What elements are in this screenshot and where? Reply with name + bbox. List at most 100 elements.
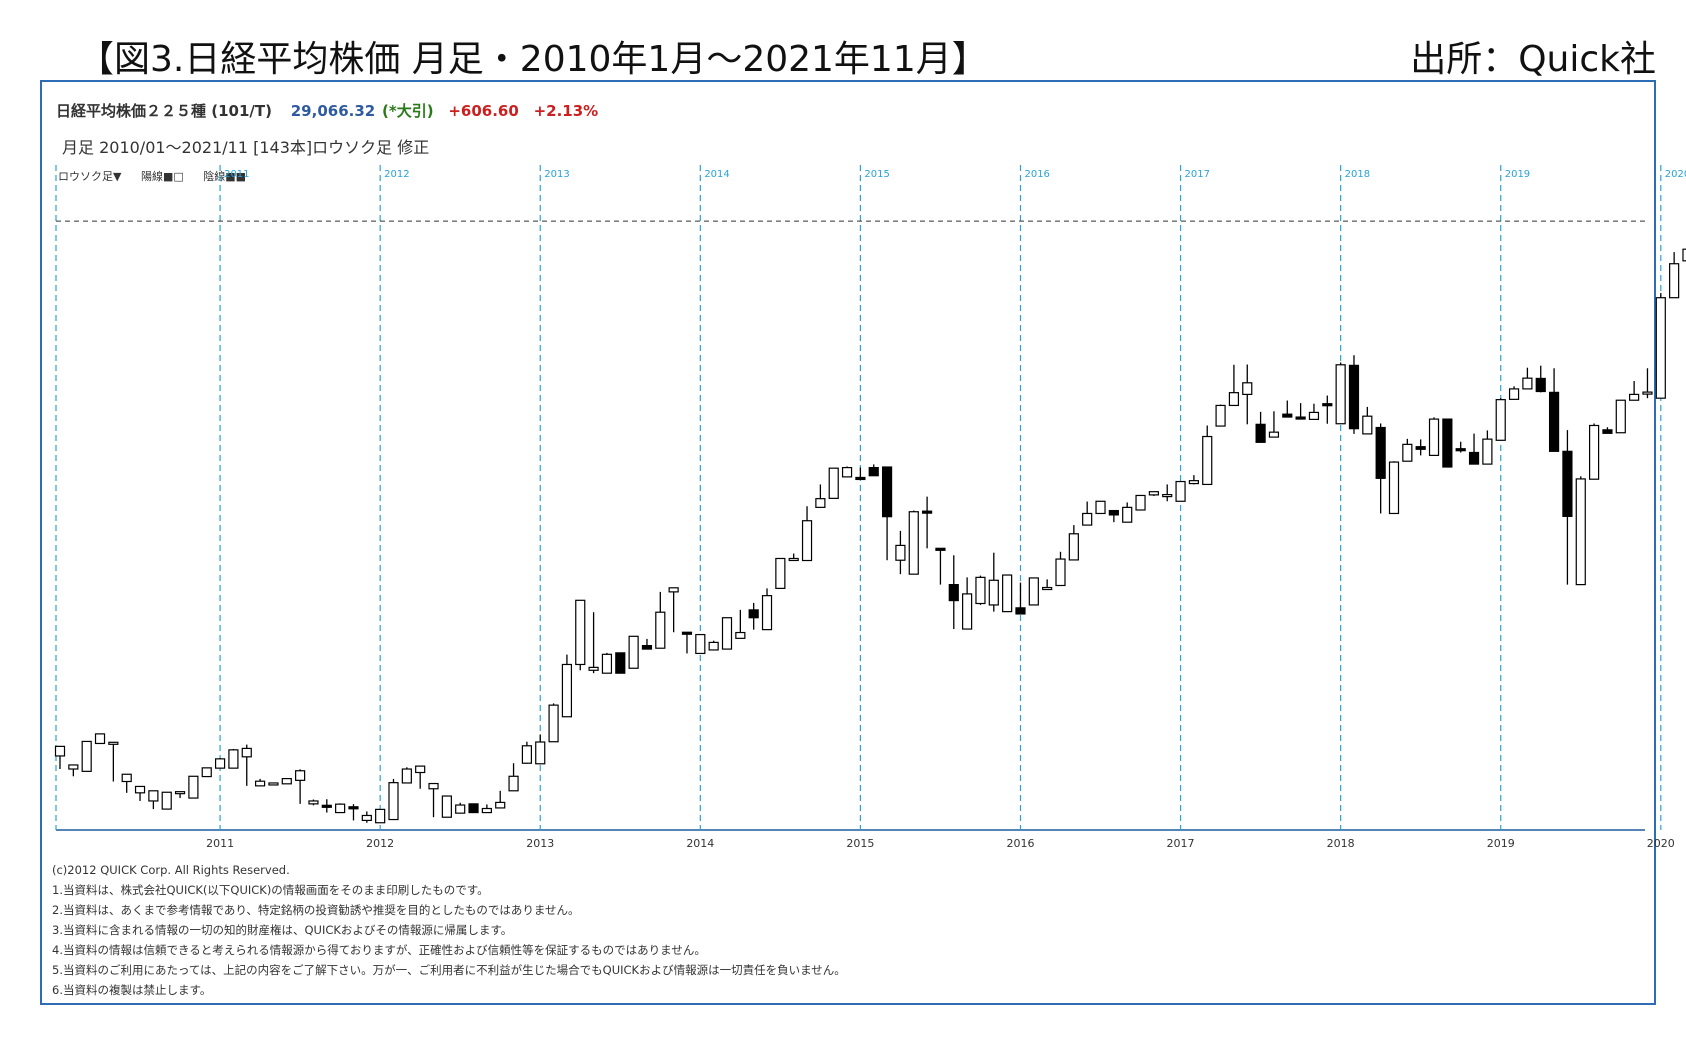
candle-body (988, 579, 999, 606)
candle-body (868, 466, 879, 477)
candle-body (1095, 500, 1106, 515)
candle-body (548, 704, 559, 743)
candle-body (815, 498, 826, 508)
candle-body (1055, 558, 1066, 587)
candle-body (535, 741, 546, 765)
candle-body (1468, 451, 1480, 465)
page-title: 【図3.日経平均株価 月足・2010年1月～2021年11月】 (78, 39, 988, 80)
candle-body (975, 576, 986, 605)
candle-body (401, 768, 412, 784)
candle-body (1108, 509, 1119, 516)
index-change: +606.60 (448, 102, 519, 120)
candle-body (415, 765, 426, 774)
candle-body (388, 782, 399, 821)
candle-body (575, 599, 586, 666)
candle-body (695, 633, 706, 655)
candle-body (1335, 364, 1346, 425)
candle-body (855, 476, 866, 481)
candle-body (481, 807, 492, 814)
candle-body (228, 749, 239, 769)
candle-body (615, 652, 626, 674)
candle-body (1122, 506, 1133, 523)
candle-body (1228, 392, 1240, 407)
candle-body (134, 785, 146, 794)
candle-body (1602, 429, 1613, 434)
candle-body (1669, 263, 1680, 299)
candle-body (468, 803, 479, 814)
candle-body (921, 510, 933, 514)
candle-body (748, 609, 759, 619)
top-year-label: 2016 (1024, 169, 1049, 180)
candle-type-selector[interactable]: ロウソク足▼ (58, 170, 122, 183)
chart-subtitle: 月足 2010/01～2021/11 [143本]ロウソク足 修正 (62, 138, 430, 157)
legend-up: 陽線■□ (140, 170, 184, 183)
candle-body (1548, 391, 1560, 452)
candle-body (895, 544, 906, 561)
candle-body (455, 804, 466, 814)
candle-body (161, 791, 172, 810)
candle-body (201, 767, 212, 778)
candle-body (935, 547, 946, 551)
candle-body (1295, 416, 1306, 420)
index-name: 日経平均株価２２５種 (101/T) (56, 102, 272, 120)
x-tick-label: 2018 (1327, 837, 1355, 850)
chart-frame (40, 80, 1656, 1005)
candle-body (295, 770, 306, 781)
candle-body (375, 808, 386, 824)
candle-body (1188, 480, 1200, 485)
candle-body (788, 557, 799, 562)
candle-body (214, 758, 226, 769)
candle-body (721, 617, 733, 650)
candle-body (1068, 533, 1079, 561)
candle-body (1362, 415, 1373, 435)
candle-body (1615, 399, 1626, 434)
note-line: 6.当資料の複製は禁止します。 (52, 983, 212, 997)
candle-body (1348, 364, 1360, 430)
candle-body (1535, 377, 1546, 393)
x-tick-label: 2017 (1167, 837, 1195, 850)
top-year-label: 2020 (1665, 169, 1686, 180)
candle-body (1082, 512, 1093, 526)
note-line: 1.当資料は、株式会社QUICK(以下QUICK)の情報画面をそのまま印刷したも… (52, 883, 489, 897)
candle-body (1135, 494, 1146, 511)
candle-body (1415, 446, 1426, 450)
candle-body (761, 595, 773, 631)
candle-body (775, 557, 786, 589)
candle-body (1002, 574, 1013, 613)
candle-body (561, 663, 573, 718)
candle-body (268, 782, 279, 786)
candle-body (321, 804, 332, 808)
note-line: 5.当資料のご利用にあたっては、上記の内容をご了解下さい。万が一、ご利用者に不利… (52, 963, 846, 977)
candle-body (601, 653, 613, 674)
index-price: 29,066.32 (290, 102, 376, 120)
candle-body (1588, 424, 1600, 480)
candle-body (1242, 382, 1253, 396)
candle-body (708, 641, 719, 651)
candle-body (668, 587, 679, 593)
candle-body (148, 790, 159, 802)
candle-body (188, 775, 199, 799)
candle-body (1202, 435, 1213, 486)
candle-body (121, 773, 132, 783)
x-tick-label: 2014 (686, 837, 714, 850)
candle-body (1575, 478, 1586, 586)
candle-body (521, 745, 533, 764)
candle-body (441, 795, 452, 818)
index-change-pct: +2.13% (533, 102, 599, 120)
top-year-label: 2012 (384, 169, 409, 180)
candle-body (94, 733, 106, 745)
candle-body (1175, 480, 1186, 502)
candle-body (1042, 586, 1053, 591)
legend-down: 陰線■■ (203, 170, 247, 183)
candle-body (588, 666, 599, 671)
candle-body (641, 645, 653, 650)
x-tick-label: 2019 (1487, 837, 1515, 850)
candle-body (1308, 411, 1320, 420)
close-mark: (*大引) (382, 102, 434, 120)
candle-body (335, 803, 346, 814)
x-tick-label: 2012 (366, 837, 394, 850)
candle-body (1655, 297, 1666, 399)
top-year-label: 2015 (864, 169, 889, 180)
candle-body (68, 764, 79, 770)
